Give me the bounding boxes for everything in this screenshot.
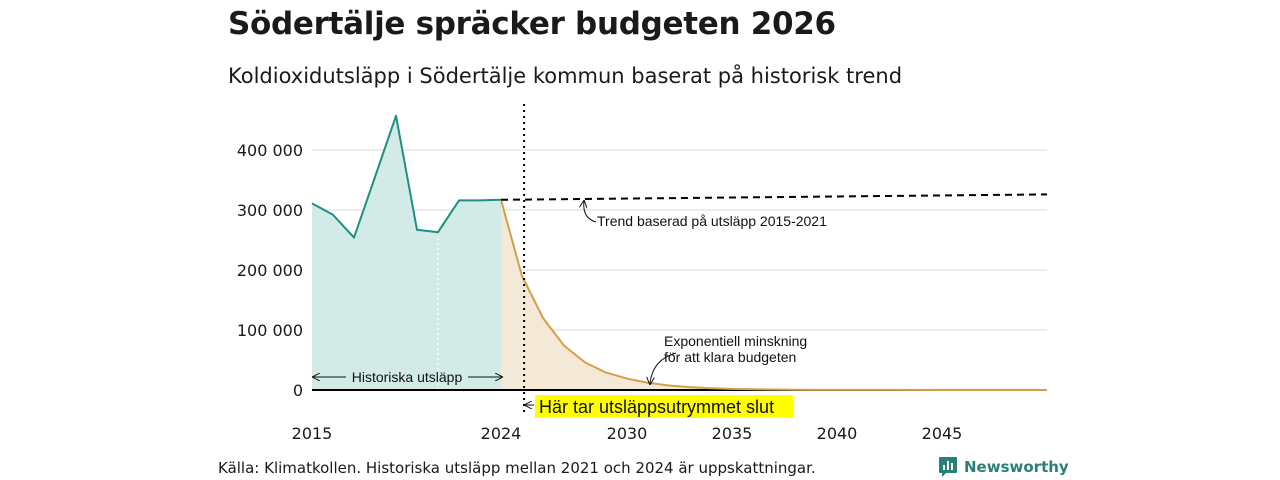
source-note: Källa: Klimatkollen. Historiska utsläpp … — [218, 459, 816, 477]
budget-annotation-line-1: Exponentiell minskning — [664, 333, 807, 349]
y-tick-label: 0 — [293, 381, 303, 400]
trend-annotation-arrow — [584, 201, 597, 223]
chart-title: Södertälje spräcker budgeten 2026 — [228, 6, 836, 42]
historical-area — [312, 115, 501, 391]
x-tick-label: 2015 — [292, 424, 333, 443]
tick-labels: 0 100 000 200 000 300 000 400 000 2015 2024 203… — [237, 141, 963, 443]
budget-end-highlight — [535, 395, 793, 418]
x-tick-label: 2024 — [481, 424, 522, 443]
trend-line — [500, 193, 1048, 201]
x-tick-label: 2030 — [607, 424, 648, 443]
y-tick-label: 200 000 — [237, 261, 303, 280]
chart-subtitle: Koldioxidutsläpp i Södertälje kommun bas… — [228, 64, 903, 88]
budget-annotation-arrow — [650, 352, 677, 384]
historical-line — [311, 114, 502, 239]
historical-annotation: Historiska utsläpp — [352, 369, 463, 385]
series-lines — [311, 104, 1048, 414]
bar-chart-icon — [939, 457, 957, 477]
y-tick-label: 100 000 — [237, 321, 303, 340]
budget-annotation-line-2: för att klara budgeten — [664, 349, 796, 365]
area-fills — [312, 115, 1047, 391]
x-tick-label: 2040 — [817, 424, 858, 443]
budget-end-label: Här tar utsläppsutrymmet slut — [539, 397, 774, 417]
logo-text: Newsworthy — [964, 458, 1069, 476]
y-tick-label: 400 000 — [237, 141, 303, 160]
newsworthy-logo[interactable]: Newsworthy — [938, 456, 1069, 478]
x-tick-label: 2045 — [922, 424, 963, 443]
x-tick-label: 2035 — [712, 424, 753, 443]
budget-line — [500, 199, 1048, 391]
budget-area — [501, 199, 1047, 390]
y-tick-label: 300 000 — [237, 201, 303, 220]
trend-annotation: Trend baserad på utsläpp 2015-2021 — [597, 213, 827, 229]
annotations: Trend baserad på utsläpp 2015-2021 Expon… — [313, 201, 827, 418]
